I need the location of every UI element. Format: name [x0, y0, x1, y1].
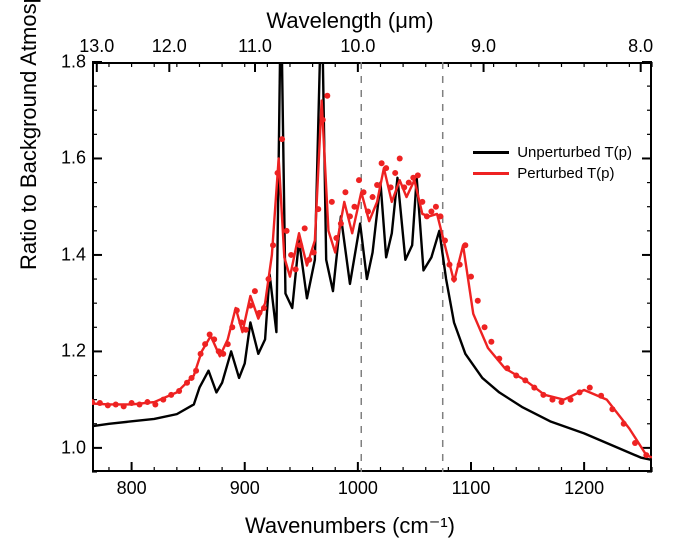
chart-svg	[0, 0, 700, 547]
y-tick-label: 1.0	[52, 437, 86, 458]
x-tick-label: 900	[230, 478, 260, 499]
top-tick-label: 12.0	[152, 36, 187, 57]
top-tick-label: 8.0	[628, 36, 653, 57]
x-tick-label: 1200	[564, 478, 604, 499]
y-tick-label: 1.2	[52, 341, 86, 362]
x-tick-label: 1000	[338, 478, 378, 499]
top-tick-label: 13.0	[79, 36, 114, 57]
top-tick-label: 11.0	[238, 36, 272, 57]
top-tick-label: 10.0	[340, 36, 375, 57]
x-tick-label: 1100	[452, 478, 491, 499]
y-tick-label: 1.4	[52, 244, 86, 265]
top-tick-label: 9.0	[471, 36, 496, 57]
x-tick-label: 800	[117, 478, 147, 499]
y-tick-label: 1.6	[52, 148, 86, 169]
